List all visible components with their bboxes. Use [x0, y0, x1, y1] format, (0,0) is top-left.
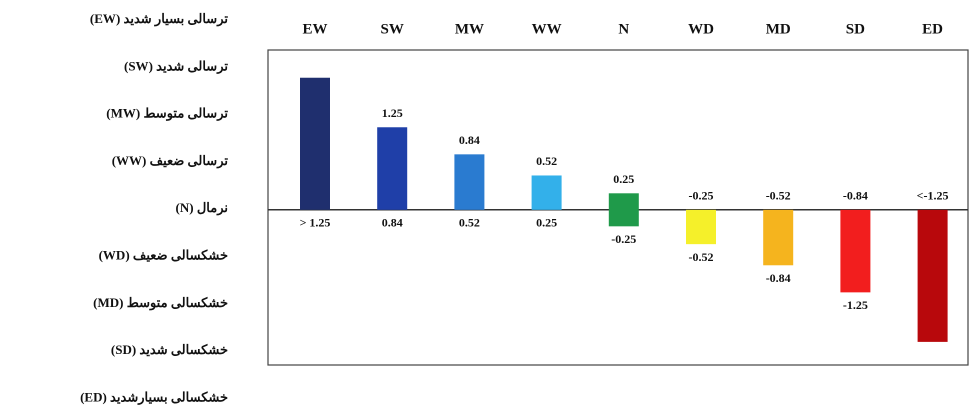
lower-label: > 1.25 — [300, 216, 331, 230]
upper-label: -0.25 — [689, 189, 714, 203]
legend-label: ترسالی شدید (SW) — [124, 58, 228, 74]
legend-label: ترسالی ضعیف (WW) — [112, 153, 229, 169]
bar — [609, 193, 639, 226]
category-label: MW — [455, 21, 484, 37]
category-label: MD — [766, 21, 791, 37]
bar — [454, 154, 484, 209]
lower-label: 0.52 — [459, 216, 480, 230]
lower-label: -0.25 — [611, 232, 636, 246]
bar — [686, 210, 716, 244]
category-label: WW — [532, 21, 562, 37]
category-label: N — [618, 21, 629, 37]
bar — [918, 210, 948, 342]
upper-label: 0.52 — [536, 154, 557, 168]
upper-label: 1.25 — [382, 106, 403, 120]
legend-label: خشکسالی شدید (SD) — [111, 342, 228, 357]
lower-label: -0.84 — [766, 271, 791, 285]
category-label: WD — [688, 21, 714, 37]
upper-label: 0.84 — [459, 133, 480, 147]
lower-label: 0.25 — [536, 216, 557, 230]
category-label: ED — [922, 21, 943, 37]
legend-label: ترسالی متوسط (MW) — [106, 106, 228, 122]
bar — [377, 127, 407, 210]
bar — [532, 175, 562, 209]
legend-label: خشکسالی متوسط (MD) — [93, 295, 228, 311]
lower-label: 0.84 — [382, 216, 403, 230]
upper-label: -0.52 — [766, 189, 791, 203]
bar — [300, 78, 330, 210]
category-label: EW — [302, 21, 327, 37]
legend-label: ترسالی بسیار شدید (EW) — [90, 11, 228, 27]
category-label: SD — [846, 21, 865, 37]
chart: EW > 1.25 SW 1.25 0.84 MW 0.84 0.52 WW 0.52 0.25 N 0… — [0, 0, 977, 409]
bar — [763, 210, 793, 265]
bar — [840, 210, 870, 293]
upper-label: <-1.25 — [917, 189, 949, 203]
legend-label: خشکسالی بسیارشدید (ED) — [80, 389, 228, 405]
lower-label: -1.25 — [843, 298, 868, 312]
upper-label: 0.25 — [613, 172, 634, 186]
legend-label: خشکسالی ضعیف (WD) — [99, 247, 228, 262]
upper-label: -0.84 — [843, 189, 868, 203]
legend-label: نرمال (N) — [176, 200, 228, 216]
category-label: SW — [381, 21, 404, 37]
lower-label: -0.52 — [689, 250, 714, 264]
